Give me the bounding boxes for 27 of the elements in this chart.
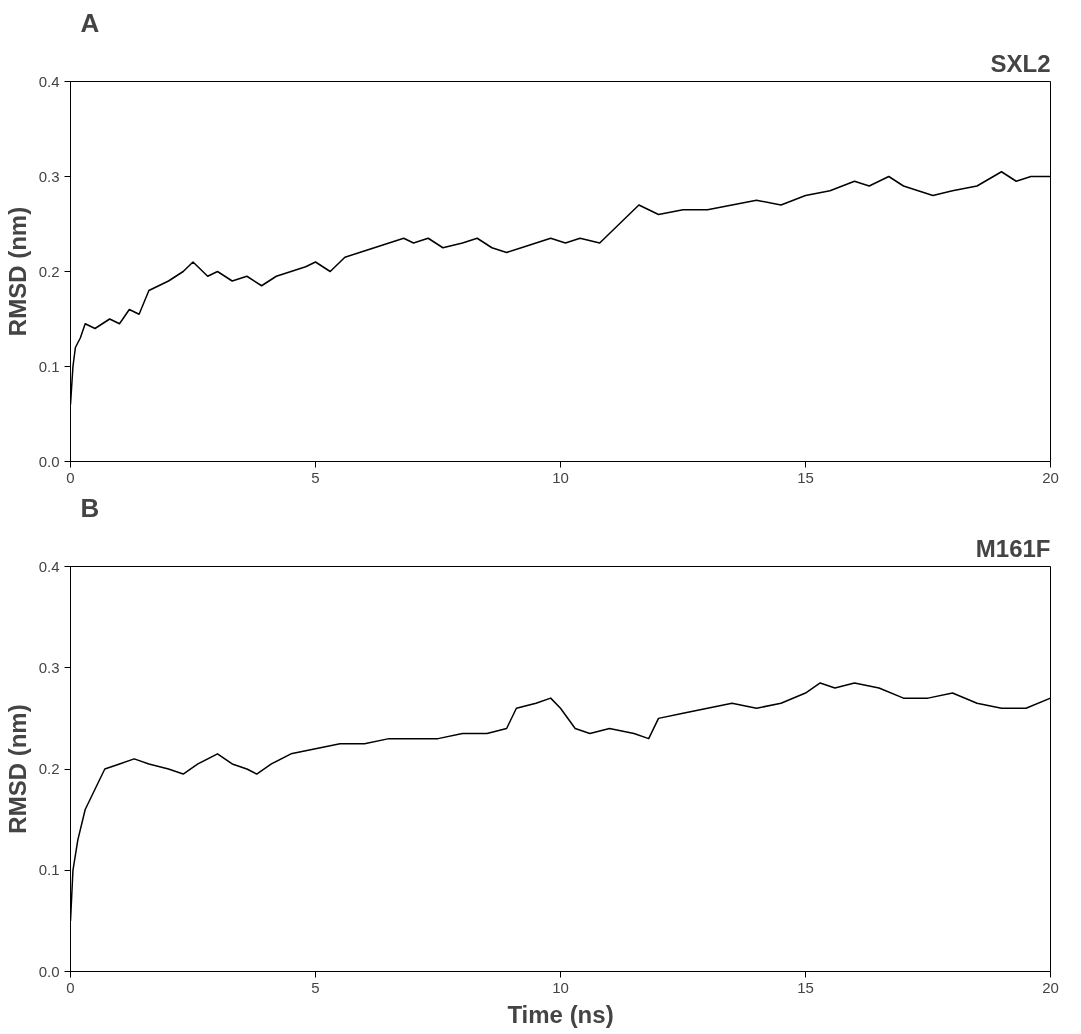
x-tick-label: 10 [552,468,569,486]
x-axis-title: Time (ns) [507,1000,614,1028]
x-tick-label: 10 [552,978,569,996]
chart-subtitle: M161F [975,534,1051,562]
y-tick-label: 0.0 [38,452,60,470]
y-tick-label: 0.1 [38,861,60,879]
chart-title: A [80,7,100,38]
x-tick-label: 5 [311,468,320,486]
y-tick-label: 0.2 [38,760,60,777]
y-tick-label: 0.3 [38,167,60,185]
y-tick-label: 0.2 [38,262,60,280]
x-tick-label: 0 [66,468,75,486]
x-tick-label: 0 [66,978,75,996]
chart-subtitle: SXL2 [990,49,1051,77]
y-tick-label: 0.3 [38,658,60,676]
x-tick-label: 15 [797,978,814,996]
chart-title: B [80,492,100,523]
x-tick-label: 20 [1042,978,1059,996]
y-tick-label: 0.0 [38,962,60,980]
x-tick-label: 20 [1042,468,1059,486]
y-tick-label: 0.4 [38,72,60,90]
y-axis-title: RMSD (nm) [3,206,31,337]
y-tick-label: 0.1 [38,357,60,375]
y-axis-title: RMSD (nm) [3,704,31,834]
x-tick-label: 5 [311,978,320,996]
y-tick-label: 0.4 [38,557,60,575]
x-tick-label: 15 [797,468,814,486]
